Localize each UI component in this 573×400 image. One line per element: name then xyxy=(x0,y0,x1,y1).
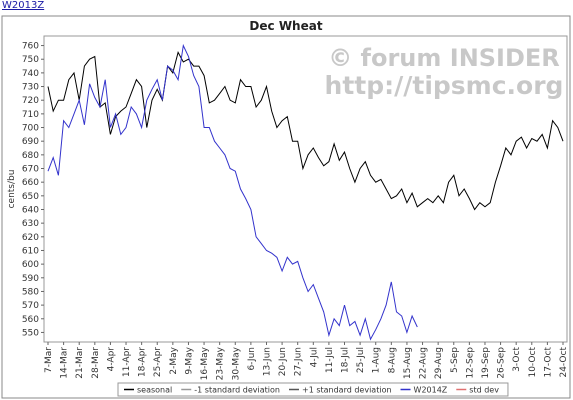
y-tick-label: 720 xyxy=(22,96,39,106)
x-tick-label: 10-Oct xyxy=(528,347,538,378)
x-tick-label: 16-May xyxy=(200,346,210,380)
x-tick-label: 18-Apr xyxy=(138,347,148,377)
x-tick-label: 25-Apr xyxy=(153,347,163,377)
y-tick-label: 660 xyxy=(22,178,39,188)
x-tick-label: 19-Sep xyxy=(481,347,491,379)
x-tick-label: 26-Sep xyxy=(497,347,507,379)
y-tick-label: 570 xyxy=(22,301,39,311)
y-tick-label: 750 xyxy=(22,55,39,65)
x-tick-label: 20-Jun xyxy=(278,347,288,376)
y-tick-label: 580 xyxy=(22,287,39,297)
x-tick-label: 18-Jul xyxy=(341,347,351,373)
y-tick-label: 710 xyxy=(22,110,39,120)
y-tick-label: 680 xyxy=(22,151,39,161)
x-tick-label: 12-Sep xyxy=(465,347,475,379)
y-tick-label: 650 xyxy=(22,192,39,202)
legend-label: -1 standard deviation xyxy=(194,386,280,395)
legend-label: seasonal xyxy=(137,386,172,395)
chart-title: Dec Wheat xyxy=(249,19,322,33)
x-tick-label: 30-May xyxy=(231,346,241,380)
y-tick-label: 550 xyxy=(22,328,39,338)
x-tick-label: 6-Jun xyxy=(247,347,257,371)
y-tick-label: 610 xyxy=(22,246,39,256)
watermark: © forum INSIDER xyxy=(328,44,560,72)
y-tick-label: 620 xyxy=(22,233,39,243)
y-tick-label: 560 xyxy=(22,315,39,325)
y-tick-label: 600 xyxy=(22,260,39,270)
y-tick-label: 630 xyxy=(22,219,39,229)
x-tick-label: 21-Mar xyxy=(75,347,85,379)
legend-label: W2014Z xyxy=(414,386,448,395)
link[interactable]: W2013Z xyxy=(2,0,45,11)
x-tick-label: 2-May xyxy=(169,346,179,374)
x-tick-label: 4-Jul xyxy=(309,347,319,367)
x-tick-label: 14-Mar xyxy=(60,347,70,379)
x-tick-label: 29-Aug xyxy=(434,347,444,379)
x-tick-label: 28-Mar xyxy=(91,347,101,379)
y-tick-label: 700 xyxy=(22,124,39,134)
legend-label: std dev xyxy=(469,386,499,395)
y-tick-label: 690 xyxy=(22,137,39,147)
x-tick-label: 25-Jul xyxy=(356,347,366,373)
x-tick-label: 11-Apr xyxy=(122,347,132,377)
x-tick-label: 4-Apr xyxy=(106,347,116,372)
x-tick-label: 5-Sep xyxy=(450,347,460,373)
x-tick-label: 7-Mar xyxy=(44,347,54,373)
y-tick-label: 740 xyxy=(22,69,39,79)
legend-label: +1 standard deviation xyxy=(302,386,392,395)
x-tick-label: 27-Jun xyxy=(294,347,304,376)
watermark: http://tipsmc.org xyxy=(325,71,564,100)
x-tick-label: 23-May xyxy=(216,346,226,380)
y-tick-label: 670 xyxy=(22,165,39,175)
x-tick-label: 17-Oct xyxy=(543,347,553,378)
x-tick-label: 15-Aug xyxy=(403,347,413,379)
series-line xyxy=(47,51,564,211)
x-tick-label: 24-Oct xyxy=(559,347,569,378)
plot-area xyxy=(43,35,568,343)
x-tick-label: 13-Jun xyxy=(262,347,272,376)
legend xyxy=(117,382,509,397)
x-tick-label: 9-May xyxy=(184,346,194,374)
y-tick-label: 730 xyxy=(22,83,39,93)
y-axis-label: cents/bu xyxy=(7,170,17,209)
x-tick-label: 22-Aug xyxy=(419,347,429,379)
x-tick-label: 1-Aug xyxy=(372,347,382,373)
y-tick-label: 760 xyxy=(22,42,39,52)
y-tick-label: 590 xyxy=(22,274,39,284)
series-line xyxy=(47,43,418,341)
x-tick-label: 8-Aug xyxy=(387,347,397,373)
x-tick-label: 3-Oct xyxy=(512,347,522,372)
x-tick-label: 11-Jul xyxy=(325,347,335,373)
y-tick-label: 640 xyxy=(22,205,39,215)
